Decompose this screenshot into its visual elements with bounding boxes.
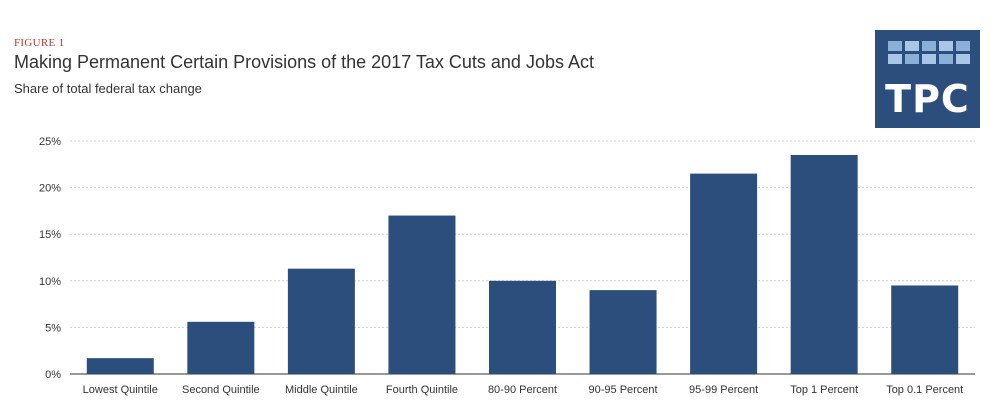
y-tick-label: 10% (39, 276, 61, 288)
y-tick-label: 15% (39, 229, 61, 241)
x-axis: Lowest Quintile Second Quintile Middle Qui… (83, 384, 964, 396)
tpc-logo: TPC (875, 30, 980, 128)
bar-top-1-percent (790, 154, 858, 374)
y-tick-label: 0% (45, 369, 61, 381)
x-tick-label: 95-99 Percent (689, 384, 758, 396)
figure-label: FIGURE 1 (14, 37, 65, 49)
x-tick-label: 80-90 Percent (488, 384, 557, 396)
bar-80-90-percent (489, 280, 556, 374)
chart-subtitle: Share of total federal tax change (14, 81, 202, 96)
logo-squares (888, 41, 970, 64)
x-tick-label: Fourth Quintile (386, 384, 458, 396)
chart-title: Making Permanent Certain Provisions of t… (14, 52, 594, 72)
bar-top-0-1-percent (891, 285, 959, 374)
y-tick-label: 5% (45, 322, 61, 334)
bar-lowest-quintile (86, 358, 154, 374)
x-tick-label: Middle Quintile (285, 384, 358, 396)
x-tick-label: Second Quintile (182, 384, 260, 396)
x-tick-label: Lowest Quintile (83, 384, 158, 396)
x-tick-label: 90-95 Percent (589, 384, 658, 396)
y-axis: 0% 5% 10% 15% 20% 25% (39, 136, 61, 381)
y-tick-label: 20% (39, 183, 61, 195)
bars (86, 154, 959, 374)
y-tick-label: 25% (39, 136, 61, 148)
x-tick-label: Top 1 Percent (790, 384, 858, 396)
x-tick-label: Top 0.1 Percent (886, 384, 963, 396)
bar-middle-quintile (287, 268, 355, 374)
bar-95-99-percent (690, 173, 758, 374)
bar-90-95-percent (589, 290, 657, 374)
bar-second-quintile (187, 321, 255, 374)
logo-text: TPC (885, 77, 970, 121)
bar-fourth-quintile (388, 215, 456, 374)
